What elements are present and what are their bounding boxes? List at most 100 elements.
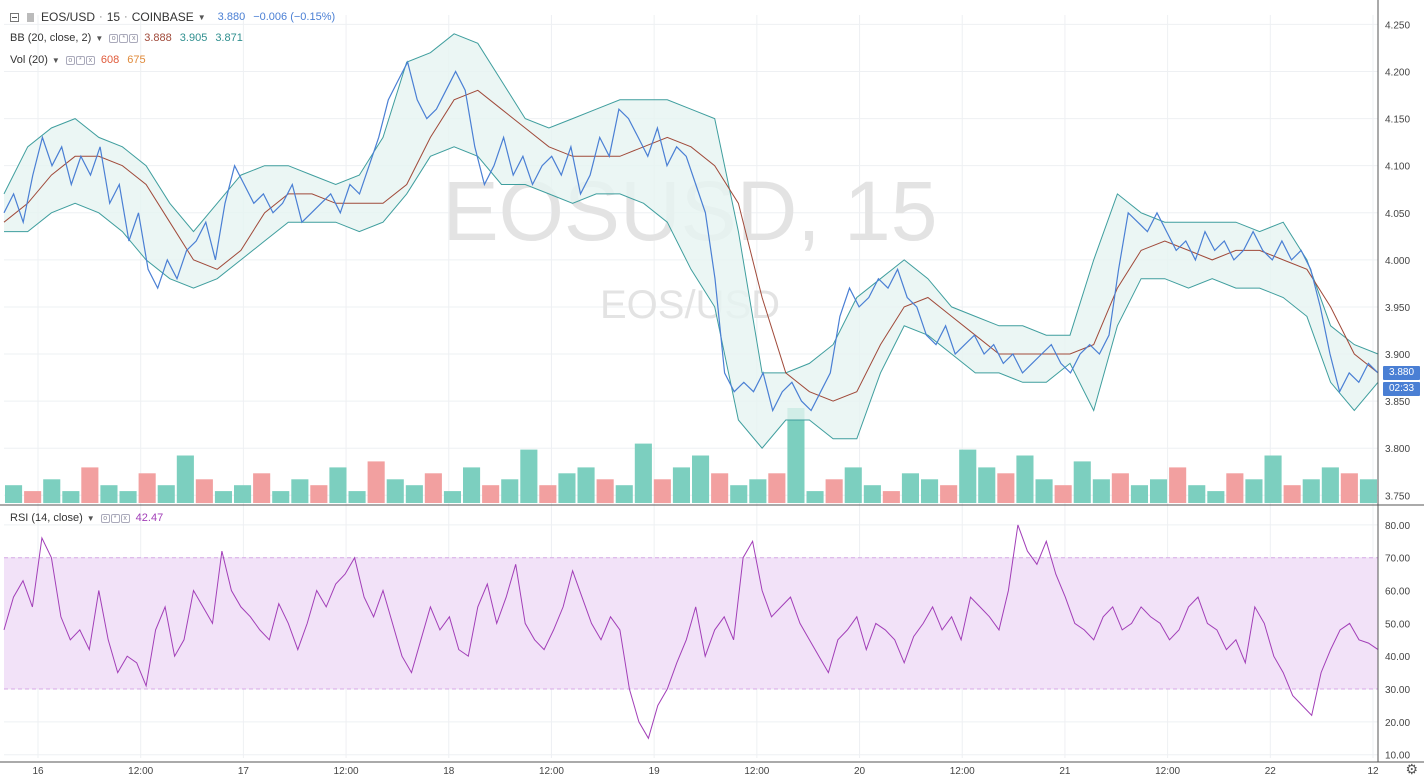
gear-icon[interactable]: ⚙	[1405, 761, 1418, 777]
vol-value-1: 608	[100, 54, 120, 66]
volume-bar	[1321, 467, 1339, 503]
volume-bar	[119, 491, 137, 503]
volume-bar	[901, 473, 919, 503]
eye-icon[interactable]: o	[65, 55, 75, 65]
price-line	[3, 60, 1379, 413]
time-tick-label: 12:00	[744, 766, 769, 777]
interval[interactable]: 15	[106, 10, 121, 24]
price-tick-label: 3.800	[1385, 444, 1410, 455]
volume-bar	[787, 408, 805, 503]
volume-bar	[978, 467, 996, 503]
time-tick-label: 12:00	[128, 766, 153, 777]
volume-bar	[1245, 479, 1263, 504]
price-tick-label: 4.100	[1385, 162, 1410, 173]
volume-bar	[997, 473, 1015, 503]
close-icon[interactable]: x	[129, 33, 139, 43]
volume-bar	[100, 485, 118, 503]
exchange[interactable]: COINBASE	[131, 10, 194, 24]
volume-bar	[482, 485, 500, 503]
volume-bar	[405, 485, 423, 503]
chevron-down-icon[interactable]: ▼	[197, 12, 206, 22]
volume-bar	[1207, 491, 1225, 503]
bb-label[interactable]: BB (20, close, 2)	[10, 32, 92, 44]
volume-bar	[176, 455, 194, 503]
volume-bar	[825, 479, 843, 504]
rsi-tick-label: 10.00	[1385, 751, 1410, 762]
volume-bar	[329, 467, 347, 503]
volume-bar	[81, 467, 99, 503]
volume-bar	[463, 467, 481, 503]
settings-icon[interactable]: *	[75, 55, 85, 65]
volume-bar	[62, 491, 80, 503]
vol-label[interactable]: Vol (20)	[10, 54, 48, 66]
symbol-legend: EOS/USD · 15 · COINBASE ▼ 3.880 −0.006 (…	[10, 10, 335, 24]
volume-bar	[520, 449, 538, 503]
volume-bar	[501, 479, 519, 504]
flag-icon[interactable]	[27, 12, 34, 22]
volume-bar	[424, 473, 442, 503]
settings-icon[interactable]: *	[119, 33, 129, 43]
price-tick-label: 4.250	[1385, 20, 1410, 31]
eye-icon[interactable]: o	[100, 513, 110, 523]
time-tick-label: 16	[32, 766, 44, 777]
volume-bar	[577, 467, 595, 503]
volume-bar	[1150, 479, 1168, 504]
volume-bar	[1111, 473, 1129, 503]
volume-bar	[443, 491, 461, 503]
price-tick-label: 4.150	[1385, 115, 1410, 126]
price-tick-label: 3.750	[1385, 491, 1410, 502]
volume-bar	[921, 479, 939, 504]
symbol-name[interactable]: EOS/USD	[41, 10, 96, 24]
volume-bar	[596, 479, 614, 504]
volume-bar	[1264, 455, 1282, 503]
rsi-value: 42.47	[135, 512, 164, 524]
collapse-icon[interactable]	[10, 12, 19, 22]
rsi-tick-label: 30.00	[1385, 685, 1410, 696]
rsi-tick-label: 50.00	[1385, 619, 1410, 630]
time-tick-label: 12:00	[950, 766, 975, 777]
volume-bar	[730, 485, 748, 503]
volume-bar	[844, 467, 862, 503]
volume-bar	[1359, 479, 1377, 504]
time-tick-label: 12	[1367, 766, 1379, 777]
volume-bar	[1283, 485, 1301, 503]
countdown-tag: 02:33	[1383, 382, 1420, 396]
volume-bar	[1226, 473, 1244, 503]
volume-bar	[24, 491, 42, 503]
indicator-controls: o * x	[109, 33, 139, 43]
rsi-tick-label: 40.00	[1385, 652, 1410, 663]
price-tick-label: 3.850	[1385, 397, 1410, 408]
volume-bar	[43, 479, 61, 504]
rsi-tick-label: 60.00	[1385, 587, 1410, 598]
rsi-legend: RSI (14, close) ▼ o * x 42.47	[10, 512, 163, 524]
volume-bar	[1035, 479, 1053, 504]
chevron-down-icon[interactable]: ▼	[51, 55, 60, 65]
bb-lower-line	[4, 146, 1379, 449]
volume-bar	[558, 473, 576, 503]
time-tick-label: 17	[238, 766, 250, 777]
volume-bar	[634, 443, 652, 503]
volume-bar	[959, 449, 977, 503]
volume-bar	[272, 491, 290, 503]
volume-bar	[692, 455, 710, 503]
volume-bar	[1016, 455, 1034, 503]
price-tick-label: 4.050	[1385, 209, 1410, 220]
vol-value-2: 675	[127, 54, 146, 66]
chevron-down-icon[interactable]: ▼	[86, 513, 95, 523]
close-icon[interactable]: x	[120, 513, 130, 523]
eye-icon[interactable]: o	[109, 33, 119, 43]
last-price: 3.880	[217, 11, 246, 23]
settings-icon[interactable]: *	[110, 513, 120, 523]
volume-bar	[749, 479, 767, 504]
time-tick-label: 20	[854, 766, 866, 777]
volume-bar	[214, 491, 232, 503]
close-icon[interactable]: x	[85, 55, 95, 65]
volume-bar	[348, 491, 366, 503]
chevron-down-icon[interactable]: ▼	[95, 33, 104, 43]
rsi-label[interactable]: RSI (14, close)	[10, 512, 83, 524]
time-tick-label: 12:00	[334, 766, 359, 777]
volume-bar	[1092, 479, 1110, 504]
volume-bar	[615, 485, 633, 503]
